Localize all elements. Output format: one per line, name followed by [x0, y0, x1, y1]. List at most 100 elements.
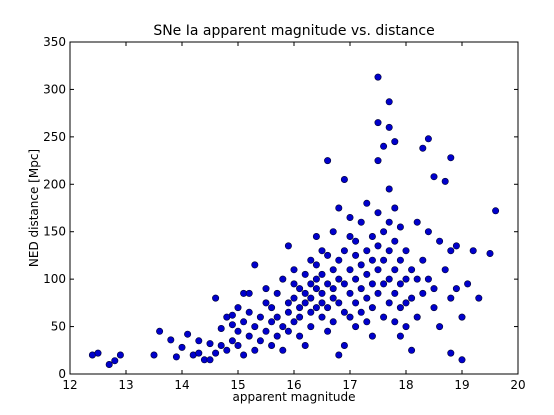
x-axis-label: apparent magnitude: [232, 390, 355, 404]
data-point: [385, 247, 393, 255]
data-point: [368, 256, 376, 264]
data-point: [195, 337, 203, 345]
data-point: [452, 242, 460, 250]
data-point: [374, 209, 382, 217]
data-point: [329, 318, 337, 326]
y-tick-label: 200: [43, 177, 66, 191]
data-point: [111, 357, 119, 365]
data-point: [256, 337, 264, 345]
data-point: [290, 266, 298, 274]
data-point: [212, 349, 220, 357]
data-point: [340, 176, 348, 184]
data-point: [335, 299, 343, 307]
data-point: [441, 266, 449, 274]
data-point: [335, 256, 343, 264]
data-point: [234, 304, 242, 312]
data-point: [245, 289, 253, 297]
data-point: [464, 280, 472, 288]
data-point: [452, 285, 460, 293]
data-point: [234, 327, 242, 335]
data-point: [357, 285, 365, 293]
data-point: [368, 332, 376, 340]
data-point: [374, 242, 382, 250]
data-point: [492, 207, 500, 215]
data-point: [346, 266, 354, 274]
data-point: [307, 294, 315, 302]
data-point: [329, 294, 337, 302]
data-point: [273, 313, 281, 321]
data-point: [335, 275, 343, 283]
data-point: [408, 346, 416, 354]
data-point: [352, 299, 360, 307]
data-point: [340, 280, 348, 288]
data-point: [262, 299, 270, 307]
data-point: [385, 275, 393, 283]
data-point: [301, 270, 309, 278]
data-point: [217, 324, 225, 332]
data-point: [396, 280, 404, 288]
data-point: [402, 323, 410, 331]
data-point: [352, 323, 360, 331]
data-point: [391, 289, 399, 297]
data-point: [296, 304, 304, 312]
data-point: [284, 308, 292, 316]
chart-title: SNe Ia apparent magnitude vs. distance: [153, 23, 434, 39]
data-point: [391, 138, 399, 146]
data-point: [318, 270, 326, 278]
data-point: [385, 185, 393, 193]
data-point: [424, 228, 432, 236]
data-point: [396, 332, 404, 340]
x-tick-label: 19: [454, 378, 469, 392]
data-point: [352, 237, 360, 245]
data-point: [335, 351, 343, 359]
data-point: [340, 308, 348, 316]
data-point: [329, 285, 337, 293]
data-point: [251, 346, 259, 354]
data-point: [424, 135, 432, 143]
data-point: [245, 332, 253, 340]
data-point: [307, 308, 315, 316]
data-point: [262, 285, 270, 293]
data-point: [419, 144, 427, 152]
data-point: [251, 261, 259, 269]
data-point: [357, 218, 365, 226]
data-point: [413, 218, 421, 226]
y-tick-label: 250: [43, 130, 66, 144]
y-tick-label: 350: [43, 35, 66, 49]
data-point: [324, 327, 332, 335]
data-point: [228, 337, 236, 345]
data-point: [301, 299, 309, 307]
data-point: [307, 256, 315, 264]
data-point: [223, 346, 231, 354]
data-point: [307, 280, 315, 288]
data-point: [240, 318, 248, 326]
data-point: [357, 261, 365, 269]
data-point: [363, 318, 371, 326]
data-point: [469, 247, 477, 255]
data-point: [329, 266, 337, 274]
data-point: [172, 353, 180, 361]
data-point: [385, 98, 393, 106]
data-point: [206, 356, 214, 364]
data-point: [329, 228, 337, 236]
data-point: [251, 323, 259, 331]
data-point: [340, 341, 348, 349]
data-point: [256, 313, 264, 321]
data-point: [385, 123, 393, 131]
data-point: [273, 289, 281, 297]
data-point: [363, 199, 371, 207]
data-point: [312, 233, 320, 241]
data-point: [380, 256, 388, 264]
data-point: [380, 142, 388, 150]
data-point: [368, 280, 376, 288]
data-point: [385, 218, 393, 226]
data-point: [436, 237, 444, 245]
data-point: [396, 304, 404, 312]
data-point: [424, 275, 432, 283]
data-point: [307, 323, 315, 331]
data-point: [324, 280, 332, 288]
data-point: [167, 336, 175, 344]
data-point: [178, 343, 186, 351]
data-point: [284, 299, 292, 307]
data-point: [318, 313, 326, 321]
